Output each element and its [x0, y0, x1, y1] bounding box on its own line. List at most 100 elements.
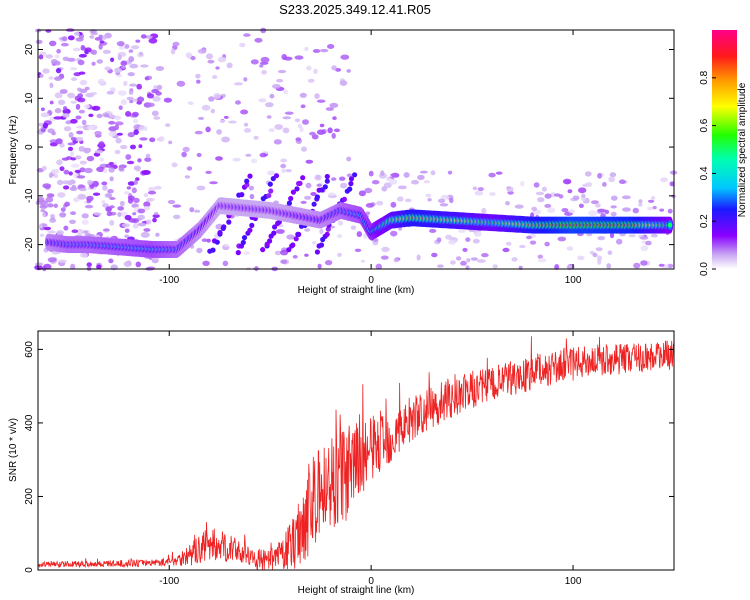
heatmap-cell [329, 102, 339, 108]
heatmap-cell [265, 102, 274, 108]
heatmap-cell [143, 206, 150, 211]
heatmap-cell [339, 176, 346, 181]
colorbar-tick-label: 0.6 [699, 118, 710, 132]
heatmap-cell [146, 102, 155, 108]
heatmap-cell [126, 160, 135, 165]
heatmap-cell [294, 118, 301, 123]
heatmap-cell [259, 152, 267, 158]
heatmap-cell [75, 37, 84, 42]
heatmap-cell [416, 254, 421, 261]
heatmap-cell [383, 182, 392, 189]
heatmap-cell [284, 111, 294, 115]
heatmap-cell [98, 34, 103, 38]
colorbar-ticks: 0.0 0.2 0.4 0.6 0.8 [699, 70, 716, 276]
heatmap-cell [628, 234, 636, 238]
heatmap-cell [75, 103, 81, 110]
heatmap-cell [136, 83, 142, 90]
heatmap-cell [472, 238, 480, 244]
heatmap-cell [48, 76, 54, 80]
spectrogram-x-label: Height of straight line (km) [298, 285, 415, 296]
heatmap-cell [274, 124, 284, 130]
heatmap-cell [51, 168, 57, 175]
heatmap-cell [250, 59, 259, 65]
heatmap-cell [197, 48, 207, 54]
heatmap-cell [130, 144, 136, 150]
heatmap-cell [633, 262, 641, 269]
heatmap-cell [578, 187, 587, 194]
heatmap-cell [143, 201, 151, 208]
heatmap-cell [64, 201, 70, 207]
heatmap-cell [114, 149, 121, 155]
heatmap-cell [327, 127, 333, 134]
heatmap-cell [101, 200, 106, 204]
heatmap-cell [592, 252, 598, 258]
heatmap-cell [470, 257, 478, 261]
heatmap-cell [223, 115, 229, 119]
heatmap-cell [281, 54, 288, 60]
heatmap-cell [610, 195, 618, 201]
heatmap-cell [102, 185, 108, 191]
heatmap-cell [61, 36, 68, 42]
heatmap-cell [57, 192, 66, 198]
heatmap-cell [427, 198, 432, 202]
heatmap-cell [42, 212, 47, 218]
heatmap-cell [272, 84, 281, 89]
heatmap-cell [241, 235, 248, 241]
heatmap-cell [282, 127, 290, 134]
heatmap-cell [365, 211, 371, 215]
heatmap-cell [76, 130, 84, 135]
heatmap-cell [99, 157, 105, 162]
snr-y-ticks: 0 200 400 600 [24, 341, 674, 573]
heatmap-cell [647, 206, 654, 211]
heatmap-cell [176, 80, 186, 87]
heatmap-cell [120, 144, 128, 150]
heatmap-cell [49, 218, 57, 223]
heatmap-cell [325, 107, 334, 111]
heatmap-cell [390, 201, 397, 208]
heatmap-cell [152, 217, 157, 223]
heatmap-cell [531, 206, 537, 212]
heatmap-cell [55, 138, 63, 145]
heatmap-cell [91, 61, 96, 66]
heatmap-cell [117, 90, 127, 96]
heatmap-cell [197, 116, 205, 120]
heatmap-cell [59, 166, 65, 172]
heatmap-cell [272, 224, 278, 230]
heatmap-cell [596, 255, 603, 262]
heatmap-cell [211, 75, 218, 79]
heatmap-cell [316, 174, 321, 180]
heatmap-cell [96, 166, 105, 173]
heatmap-cell [368, 170, 374, 177]
heatmap-cell [48, 172, 54, 179]
heatmap-cell [87, 179, 93, 185]
x-tick-label: 0 [368, 576, 374, 587]
heatmap-cell [244, 178, 250, 184]
heatmap-cell [79, 167, 86, 173]
heatmap-cell [38, 54, 44, 60]
heatmap-cell [128, 89, 134, 95]
heatmap-cell [280, 249, 289, 256]
heatmap-cell [58, 259, 67, 263]
heatmap-cell [311, 241, 317, 245]
heatmap-cell [235, 250, 241, 256]
heatmap-cell [301, 146, 307, 152]
heatmap-cell [249, 193, 255, 200]
heatmap-cell [172, 204, 182, 208]
heatmap-cell [328, 192, 336, 196]
heatmap-cell [99, 40, 105, 44]
heatmap-cell [146, 219, 152, 225]
heatmap-cell [667, 263, 674, 269]
y-tick-label: 0 [24, 567, 35, 573]
heatmap-cell [56, 48, 61, 54]
heatmap-cell [68, 171, 73, 176]
heatmap-cell [151, 89, 160, 94]
heatmap-cell [304, 46, 309, 52]
x-tick-label: 0 [368, 275, 374, 286]
heatmap-cell [138, 51, 144, 56]
heatmap-cell [640, 245, 649, 252]
colorbar-tick-label: 0.8 [699, 70, 710, 84]
heatmap-cell [63, 126, 72, 132]
heatmap-cell [133, 118, 139, 124]
heatmap-cell [117, 206, 125, 211]
heatmap-cell [133, 179, 138, 185]
